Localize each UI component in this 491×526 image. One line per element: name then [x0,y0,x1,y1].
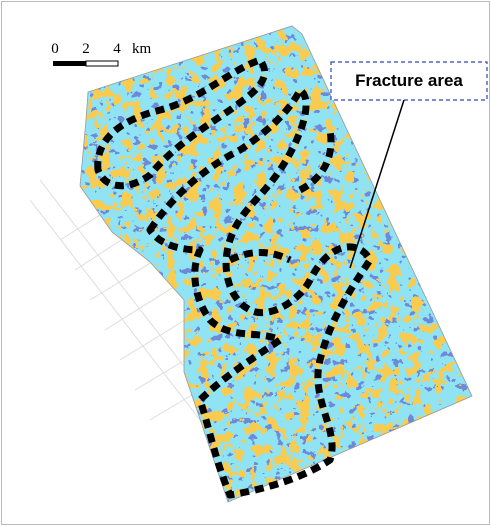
screenshot: 0 2 4 km Fracture area [0,0,491,526]
scale-bar: 0 2 4 km [51,41,151,66]
scale-unit: km [132,41,152,57]
scale-label: 4 [113,41,121,57]
annotation-label: Fracture area [355,71,463,90]
scale-segment [53,61,86,66]
scale-label: 2 [82,41,90,57]
map: 0 2 4 km Fracture area [0,0,491,526]
scale-segment [86,61,118,66]
scale-label: 0 [51,41,59,57]
